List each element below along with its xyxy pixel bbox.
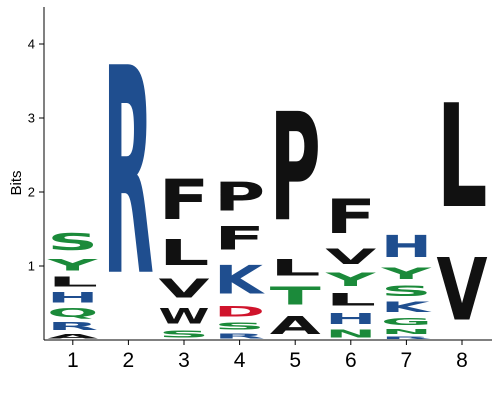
logo-letter-l: L: [159, 232, 210, 273]
logo-letter-p: P: [214, 175, 265, 220]
axis-layer: 1 2 3 4 1 2 3 4 5 6 7 8: [28, 7, 492, 372]
logo-letter-l: L: [47, 274, 98, 290]
logo-letter-h: H: [47, 290, 98, 306]
logo-letter-h: H: [381, 229, 432, 264]
logo-letter-l: L: [437, 75, 488, 240]
logo-letter-f: F: [214, 220, 265, 257]
position-label: 5: [289, 349, 301, 372]
position-label: 4: [234, 349, 246, 372]
logo-letter-r: R: [103, 7, 154, 339]
logo-letter-w: W: [159, 304, 210, 329]
y-tick-label: 4: [28, 37, 35, 52]
logo-letter-a: A: [47, 333, 98, 340]
logo-letter-l: L: [325, 290, 376, 309]
logo-letter-v: V: [159, 274, 210, 304]
logo-letter-n: N: [325, 328, 376, 341]
position-label: 3: [178, 349, 190, 372]
logo-letter-p: P: [270, 82, 321, 255]
position-label: 1: [67, 349, 79, 372]
logo-letter-v: V: [437, 240, 488, 340]
position-label: 7: [401, 349, 413, 372]
logo-letter-s: S: [214, 320, 265, 332]
logo-letter-k: K: [214, 258, 266, 304]
logo-letter-r: R: [381, 336, 432, 340]
logo-letter-s: S: [381, 283, 432, 299]
logo-letter-y: Y: [325, 269, 377, 290]
logo-letter-q: Q: [47, 306, 98, 320]
y-tick-label: 1: [28, 259, 35, 274]
position-label: 8: [456, 349, 468, 372]
position-label: 2: [123, 349, 135, 372]
position-label: 6: [345, 349, 357, 372]
logo-letter-h: H: [325, 310, 376, 327]
logo-letter-k: K: [381, 299, 432, 315]
logo-letter-t: T: [270, 281, 321, 310]
logo-letter-f: F: [159, 168, 210, 232]
logo-letter-a: A: [270, 311, 321, 340]
logo-letter-s: S: [47, 229, 98, 255]
y-axis-title: Bits: [8, 170, 25, 195]
logo-letter-l: L: [270, 255, 321, 281]
logo-letter-s: S: [159, 329, 210, 340]
logo-letter-f: F: [325, 189, 376, 244]
logo-letter-g: G: [381, 316, 432, 328]
logo-letter-r: R: [47, 320, 98, 332]
logo-letter-n: N: [381, 328, 432, 336]
logo-letter-y: Y: [47, 256, 99, 275]
logo-letter-r: R: [214, 332, 265, 340]
y-tick-label: 3: [28, 111, 35, 126]
logo-letter-y: Y: [380, 264, 432, 283]
logo-letter-v: V: [325, 245, 376, 269]
y-tick-label: 2: [28, 185, 35, 200]
logo-letter-d: D: [214, 303, 265, 320]
